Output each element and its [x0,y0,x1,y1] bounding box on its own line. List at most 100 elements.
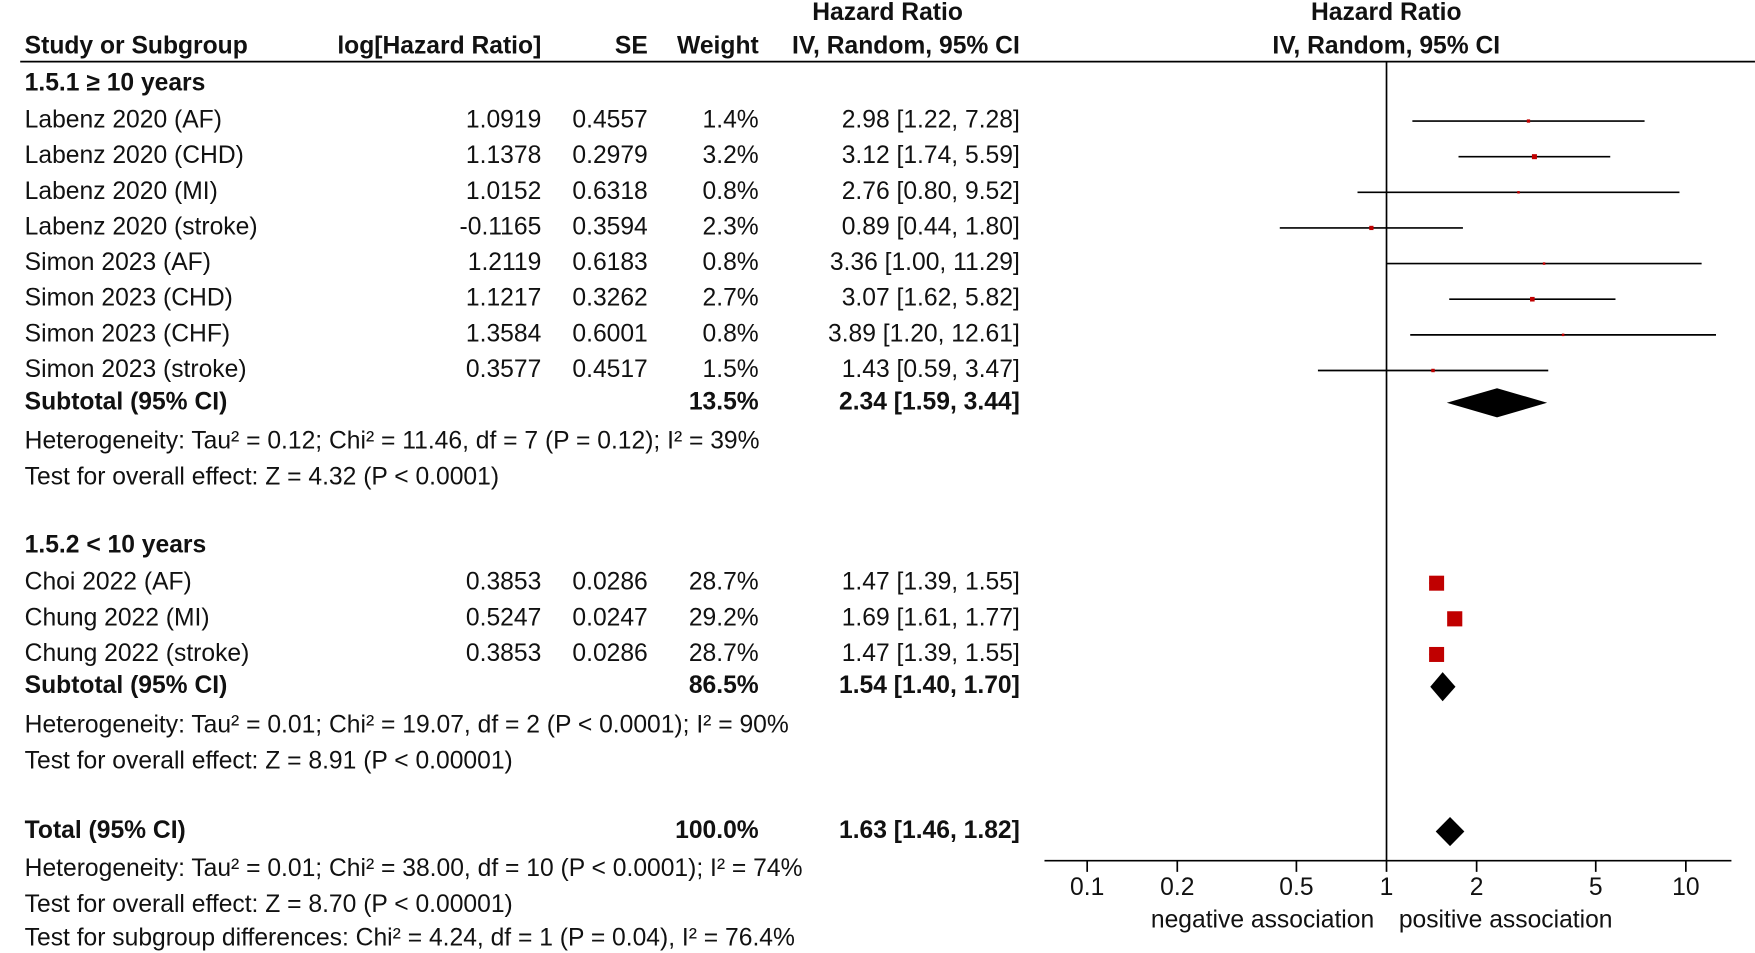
subgroup-differences: Test for subgroup differences: Chi² = 4.… [25,925,795,952]
hazard-ratio-ci: 1.47 [1.39, 1.55] [842,640,1020,667]
study-marker [1531,154,1537,160]
overall-effect: Test for overall effect: Z = 8.91 (P < 0… [25,747,513,774]
hazard-ratio-ci: 2.34 [1.59, 3.44] [839,388,1020,415]
x-tick-label: 0.2 [1160,874,1194,901]
header: SE [615,33,648,60]
summary-diamond [1430,672,1456,702]
header: IV, Random, 95% CI [792,33,1020,60]
study-name: Labenz 2020 (stroke) [25,213,258,240]
se: 0.4517 [572,356,647,383]
study-marker [1561,333,1565,337]
study-marker [1429,575,1445,591]
se: 0.6183 [572,249,647,276]
axis-label-right: positive association [1399,907,1613,934]
se: 0.3262 [572,285,647,312]
study-name: Simon 2023 (CHF) [25,320,230,347]
x-tick-label: 5 [1589,874,1603,901]
weight: 1.4% [703,107,759,134]
heterogeneity: Heterogeneity: Tau² = 0.01; Chi² = 38.00… [25,855,803,882]
weight: 0.8% [703,320,759,347]
study-name: Chung 2022 (stroke) [25,640,250,667]
se: 0.6318 [572,178,647,205]
weight: 0.8% [703,249,759,276]
weight: 3.2% [703,142,759,169]
x-tick-label: 0.1 [1070,874,1104,901]
hazard-ratio-ci: 3.36 [1.00, 11.29] [830,249,1020,276]
x-tick-label: 2 [1470,874,1484,901]
weight: 28.7% [689,569,759,596]
overall-effect: Test for overall effect: Z = 4.32 (P < 0… [25,463,499,490]
summary-label: Subtotal (95% CI) [25,672,228,699]
study-marker [1429,646,1445,662]
log-hr: 1.0919 [466,107,541,134]
hazard-ratio-ci: 3.07 [1.62, 5.82] [842,285,1020,312]
weight: 86.5% [689,672,759,699]
group-title: 1.5.2 < 10 years [25,532,207,559]
heterogeneity: Heterogeneity: Tau² = 0.12; Chi² = 11.46… [25,427,760,454]
header: Hazard Ratio [812,0,963,26]
study-marker [1526,119,1531,123]
weight: 2.7% [703,285,759,312]
log-hr: 1.1378 [466,142,541,169]
heterogeneity: Heterogeneity: Tau² = 0.01; Chi² = 19.07… [25,711,789,738]
log-hr: 1.1217 [466,285,541,312]
study-marker [1542,262,1546,265]
hazard-ratio-ci: 1.69 [1.61, 1.77] [842,604,1020,631]
study-marker [1530,296,1535,302]
axis-label-left: negative association [1151,907,1374,934]
se: 0.3594 [572,213,647,240]
study-name: Simon 2023 (AF) [25,249,211,276]
hazard-ratio-ci: 2.76 [0.80, 9.52] [842,178,1020,205]
summary-diamond [1435,816,1465,847]
study-name: Simon 2023 (stroke) [25,356,247,383]
study-name: Labenz 2020 (AF) [25,107,222,134]
weight: 29.2% [689,604,759,631]
weight: 2.3% [703,213,759,240]
x-tick-label: 10 [1672,874,1699,901]
weight: 1.5% [703,356,759,383]
hazard-ratio-ci: 1.63 [1.46, 1.82] [839,817,1020,844]
hazard-ratio-ci: 2.98 [1.22, 7.28] [842,107,1020,134]
weight: 100.0% [675,817,759,844]
summary-label: Total (95% CI) [25,817,186,844]
header: IV, Random, 95% CI [1272,33,1500,60]
header: log[Hazard Ratio] [337,33,541,60]
weight: 13.5% [689,388,759,415]
log-hr: 0.3853 [466,569,541,596]
x-tick-label: 0.5 [1279,874,1313,901]
group-title: 1.5.1 ≥ 10 years [25,70,206,97]
weight: 0.8% [703,178,759,205]
hazard-ratio-ci: 1.43 [0.59, 3.47] [842,356,1020,383]
se: 0.0286 [572,569,647,596]
se: 0.0286 [572,640,647,667]
summary-diamond [1446,388,1548,418]
se: 0.2979 [572,142,647,169]
header: Hazard Ratio [1311,0,1462,26]
log-hr: -0.1165 [460,213,542,240]
log-hr: 0.3577 [466,356,541,383]
x-tick-label: 1 [1380,874,1394,901]
hazard-ratio-ci: 1.54 [1.40, 1.70] [839,672,1020,699]
study-marker [1369,225,1374,231]
study-name: Chung 2022 (MI) [25,604,210,631]
se: 0.4557 [572,107,647,134]
study-name: Simon 2023 (CHD) [25,285,233,312]
log-hr: 1.0152 [466,178,541,205]
hazard-ratio-ci: 3.12 [1.74, 5.59] [842,142,1020,169]
log-hr: 0.5247 [466,604,541,631]
study-name: Labenz 2020 (CHD) [25,142,244,169]
log-hr: 0.3853 [466,640,541,667]
study-name: Labenz 2020 (MI) [25,178,218,205]
header: Weight [677,33,759,60]
se: 0.0247 [572,604,647,631]
hazard-ratio-ci: 0.89 [0.44, 1.80] [842,213,1020,240]
hazard-ratio-ci: 1.47 [1.39, 1.55] [842,569,1020,596]
study-marker [1431,368,1435,373]
study-marker [1517,191,1520,194]
se: 0.6001 [572,320,647,347]
log-hr: 1.2119 [468,249,542,276]
log-hr: 1.3584 [466,320,541,347]
overall-effect: Test for overall effect: Z = 8.70 (P < 0… [25,891,513,918]
